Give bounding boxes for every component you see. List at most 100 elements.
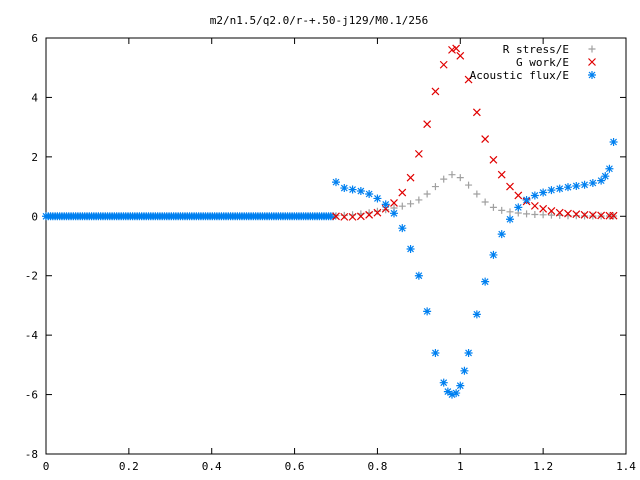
series-1-point-20 — [489, 155, 498, 164]
series-2-point-4 — [365, 190, 374, 198]
series-0-point-15 — [456, 174, 464, 182]
series-2-point-13 — [439, 378, 448, 387]
series-2-point-37 — [605, 164, 614, 173]
y-tick-label-3: -2 — [25, 270, 38, 283]
series-1-point-16 — [456, 51, 465, 60]
legend-label-0: R stress/E — [503, 43, 569, 56]
series-2-point-23 — [497, 230, 506, 239]
series-1-point-33 — [597, 211, 606, 220]
series-1-markers — [332, 44, 618, 221]
series-2-point-6 — [381, 200, 390, 209]
series-0-point-18 — [481, 198, 489, 206]
series-0-point-24 — [531, 211, 539, 219]
series-0-point-17 — [473, 190, 481, 198]
series-1-point-17 — [464, 75, 473, 84]
series-1-point-2 — [348, 212, 357, 221]
series-2-point-38 — [609, 138, 618, 146]
series-1-point-31 — [580, 210, 589, 219]
y-tick-label-7: 6 — [31, 32, 38, 45]
data-marks — [42, 44, 618, 399]
series-0-point-19 — [489, 203, 497, 211]
series-2-point-15 — [448, 390, 456, 399]
y-tick-label-6: 4 — [31, 91, 38, 104]
series-2-point-9 — [406, 244, 415, 253]
x-tick-label-6: 1.2 — [533, 460, 553, 473]
series-2-point-24 — [506, 215, 514, 224]
series-2-point-18 — [460, 366, 469, 375]
series-1-point-12 — [431, 87, 440, 96]
legend-marker-2 — [588, 71, 596, 79]
series-0-point-13 — [440, 175, 448, 183]
series-0-point-8 — [398, 202, 406, 210]
series-2-markers — [332, 138, 618, 399]
series-1-point-27 — [547, 207, 556, 215]
series-1-point-1 — [340, 212, 349, 221]
series-2-point-8 — [398, 224, 407, 233]
series-2-point-25 — [514, 203, 523, 212]
chart-title: m2/n1.5/q2.0/r-+.50-j129/M0.1/256 — [210, 14, 429, 27]
series-0-point-26 — [547, 211, 555, 219]
series-1-point-32 — [588, 211, 597, 220]
series-1-point-25 — [530, 201, 539, 210]
series-1-point-3 — [356, 212, 365, 221]
series-2-point-31 — [564, 183, 572, 192]
legend-marker-1 — [588, 58, 596, 66]
series-2-point-29 — [547, 186, 556, 195]
series-1-point-15 — [452, 44, 461, 53]
series-2-point-22 — [489, 250, 498, 259]
legend-marker-0 — [588, 45, 596, 53]
y-tick-label-2: -4 — [25, 329, 39, 342]
series-1-point-9 — [406, 173, 415, 182]
series-0-point-14 — [448, 171, 456, 179]
series-0-point-30 — [581, 212, 589, 220]
series-0-point-21 — [506, 208, 514, 216]
series-0-point-9 — [407, 200, 415, 208]
series-2-point-33 — [580, 180, 589, 189]
series-1-point-23 — [514, 191, 523, 200]
series-1-point-21 — [497, 170, 506, 179]
series-0-point-25 — [539, 211, 547, 219]
series-2-point-0 — [332, 178, 340, 187]
x-tick-label-7: 1.4 — [616, 460, 636, 473]
flat-zero-markers — [42, 212, 338, 221]
series-2-point-19 — [464, 348, 473, 357]
series-1-point-4 — [365, 210, 374, 219]
series-2-point-1 — [340, 184, 349, 193]
series-2-point-32 — [572, 181, 581, 190]
series-1-point-29 — [564, 209, 572, 218]
series-1-point-22 — [506, 182, 514, 191]
series-2-point-35 — [597, 176, 606, 185]
series-2-point-16 — [452, 389, 461, 398]
series-1-point-8 — [398, 188, 407, 197]
series-1-point-19 — [481, 135, 490, 143]
series-2-point-17 — [456, 381, 465, 390]
x-tick-label-1: 0.2 — [119, 460, 139, 473]
series-1-point-7 — [390, 198, 398, 207]
series-2-point-20 — [472, 310, 481, 319]
series-2-point-26 — [522, 195, 531, 204]
series-2-point-21 — [481, 277, 490, 286]
x-tick-label-4: 0.8 — [367, 460, 387, 473]
series-1-point-0 — [332, 212, 340, 221]
series-0-markers — [332, 171, 618, 220]
plot-frame — [45, 37, 627, 455]
x-tick-label-5: 1 — [457, 460, 464, 473]
series-2-point-10 — [414, 271, 423, 280]
series-2-point-28 — [539, 188, 548, 197]
series-2-point-30 — [555, 184, 564, 193]
x-tick-label-0: 0 — [43, 460, 50, 473]
series-2-point-5 — [373, 194, 382, 203]
x-tick-label-2: 0.4 — [202, 460, 222, 473]
series-0-point-11 — [423, 190, 431, 198]
series-0-point-20 — [498, 206, 506, 214]
x-tick-label-3: 0.6 — [285, 460, 305, 473]
series-2-point-7 — [390, 209, 398, 218]
series-2-point-12 — [431, 348, 440, 357]
series-1-point-11 — [423, 120, 432, 129]
series-2-point-36 — [601, 172, 610, 181]
series-1-point-35 — [609, 211, 618, 220]
series-2-point-27 — [530, 191, 539, 200]
series-2-point-14 — [443, 387, 452, 396]
